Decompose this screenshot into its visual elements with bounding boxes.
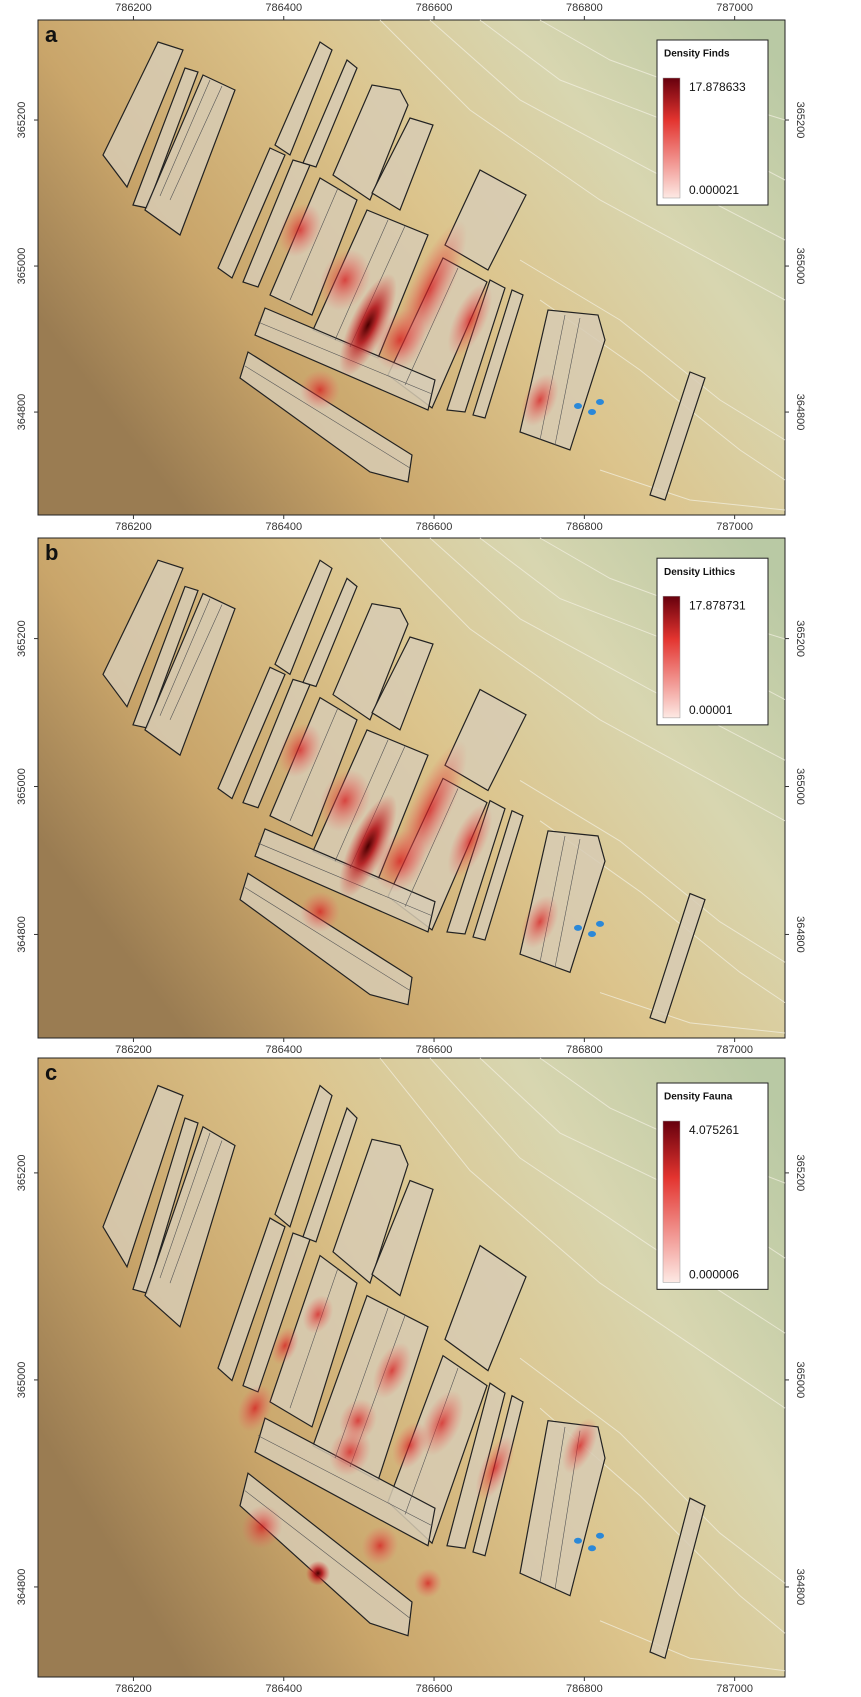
y-tick-label: 365000 [794,248,806,285]
y-tick-label: 365000 [794,1362,806,1399]
y-tick-label: 364800 [16,1569,28,1606]
water [574,925,582,931]
y-tick-label: 364800 [16,394,28,431]
color-ramp [663,78,680,198]
y-tick-label: 364800 [794,1569,806,1606]
legend-min: 0.000021 [689,183,739,197]
x-tick-label: 786400 [265,2,302,14]
x-tick-label: 787000 [716,1683,753,1695]
panel-label: a [45,22,58,47]
x-tick-label: 786600 [416,2,453,14]
legend-title: Density Lithics [664,567,736,578]
x-tick-label: 786800 [566,1683,603,1695]
y-tick-label: 364800 [794,394,806,431]
x-tick-label: 786200 [115,521,152,533]
x-tick-label: 786200 [115,1044,152,1056]
x-tick-label: 786200 [115,1683,152,1695]
x-tick-label: 786600 [416,521,453,533]
legend-min: 0.00001 [689,703,733,717]
legend-title: Density Finds [664,49,730,60]
y-tick-label: 365200 [794,620,806,657]
y-tick-label: 365200 [16,1155,28,1192]
y-tick-label: 365200 [794,102,806,139]
x-tick-label: 786600 [416,1044,453,1056]
legend-max: 4.075261 [689,1123,739,1137]
map-panel: b Density Lithics 17.878731 0.00001 786200 78… [16,538,806,1056]
panel-label: c [45,1060,57,1085]
map-panel: a Density Finds 17.878633 0.000021 786200 786… [16,2,806,533]
figure: a Density Finds 17.878633 0.000021 786200 786… [0,0,861,1697]
water [596,921,604,927]
x-tick-label: 786400 [265,1683,302,1695]
y-tick-label: 364800 [16,916,28,953]
x-tick-label: 787000 [716,1044,753,1056]
y-tick-label: 365200 [794,1155,806,1192]
x-tick-label: 786800 [566,521,603,533]
map-panel: c Density Fauna 4.075261 0.000006 786200 7864… [16,1058,806,1695]
legend-min: 0.000006 [689,1268,739,1282]
x-tick-label: 787000 [716,2,753,14]
water [588,1545,596,1551]
color-ramp [663,596,680,718]
y-tick-label: 365200 [16,102,28,139]
y-tick-label: 365000 [16,1362,28,1399]
y-tick-label: 364800 [794,916,806,953]
x-tick-label: 786400 [265,521,302,533]
water [596,1533,604,1539]
legend-max: 17.878633 [689,80,746,94]
x-tick-label: 787000 [716,521,753,533]
y-tick-label: 365000 [794,768,806,805]
x-tick-label: 786600 [416,1683,453,1695]
water [588,409,596,415]
color-ramp [663,1121,680,1282]
water [588,931,596,937]
x-tick-label: 786800 [566,2,603,14]
panel-label: b [45,540,58,565]
x-tick-label: 786400 [265,1044,302,1056]
x-tick-label: 786200 [115,2,152,14]
water [574,1538,582,1544]
legend-title: Density Fauna [664,1092,733,1103]
y-tick-label: 365000 [16,248,28,285]
x-tick-label: 786800 [566,1044,603,1056]
water [574,403,582,409]
legend-max: 17.878731 [689,598,746,612]
y-tick-label: 365000 [16,768,28,805]
y-tick-label: 365200 [16,620,28,657]
water [596,399,604,405]
